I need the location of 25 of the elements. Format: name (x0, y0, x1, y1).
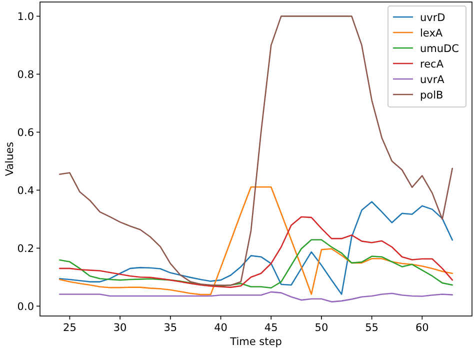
line-series (58, 291, 454, 302)
y-tick-label: 0.2 (17, 242, 34, 255)
legend-label: lexA (420, 28, 444, 40)
x-tick-label: 30 (113, 322, 127, 334)
y-tick-label: 0.4 (17, 184, 34, 197)
x-tick-label: 55 (365, 322, 378, 334)
line-series (58, 216, 454, 288)
legend-label: uvrD (420, 12, 446, 24)
y-tick-label: 0.8 (17, 68, 34, 81)
x-tick-label: 45 (264, 322, 278, 334)
legend-label: recA (420, 58, 444, 70)
x-tick-label: 40 (214, 322, 228, 334)
y-tick-label: 0.0 (17, 300, 34, 313)
legend-label: umuDC (420, 43, 459, 55)
line-series (58, 239, 454, 289)
x-tick-label: 35 (164, 322, 178, 334)
y-tick-label: 0.6 (17, 126, 34, 139)
x-tick-label: 25 (63, 322, 76, 334)
legend-label: polB (420, 90, 444, 102)
x-tick-label: 50 (314, 322, 328, 334)
y-tick-label: 1.0 (17, 11, 34, 24)
y-axis-title: Values (4, 142, 16, 176)
x-tick-label: 60 (415, 322, 429, 334)
x-axis-title: Time step (229, 336, 282, 348)
legend-label: uvrA (420, 74, 446, 86)
